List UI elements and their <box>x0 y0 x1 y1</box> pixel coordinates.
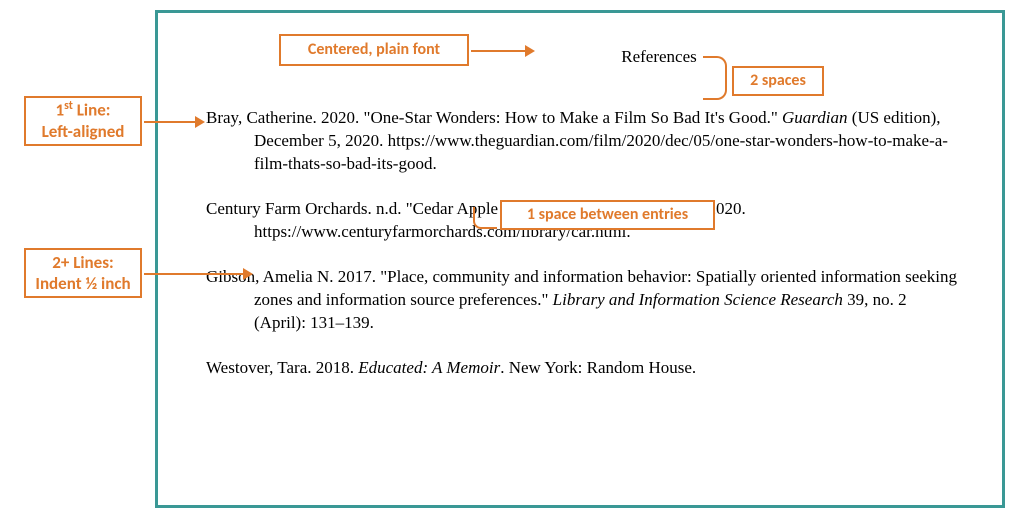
callout-text: Left-aligned <box>42 121 125 142</box>
reference-entry: Gibson, Amelia N. 2017. "Place, communit… <box>206 266 962 335</box>
arrow-icon <box>471 50 526 52</box>
callout-text: 2+ Lines: <box>52 252 113 273</box>
callout-two-spaces: 2 spaces <box>732 66 824 96</box>
bracket-icon <box>473 207 497 229</box>
reference-entry: Westover, Tara. 2018. Educated: A Memoir… <box>206 357 962 380</box>
callout-text: 1 <box>56 100 65 121</box>
reference-entries: Bray, Catherine. 2020. "One-Star Wonders… <box>206 107 962 379</box>
entry-text-pre: Westover, Tara. 2018. <box>206 358 358 377</box>
entry-text-post: . New York: Random House. <box>500 358 696 377</box>
callout-text: Indent ½ inch <box>35 273 130 294</box>
arrow-icon <box>144 273 244 275</box>
callout-text-sup: st <box>64 99 73 113</box>
callout-text: Line: <box>73 100 111 121</box>
entry-text-italic: Library and Information Science Research <box>553 290 843 309</box>
entry-text-pre: Bray, Catherine. 2020. "One-Star Wonders… <box>206 108 782 127</box>
entry-text-italic: Guardian <box>782 108 848 127</box>
callout-one-space-between: 1 space between entries <box>500 200 715 230</box>
callout-centered-plain-font: Centered, plain font <box>279 34 469 66</box>
arrow-icon <box>144 121 196 123</box>
callout-first-line-left-aligned: 1st Line: Left-aligned <box>24 96 142 146</box>
references-page-frame: References Bray, Catherine. 2020. "One-S… <box>155 10 1005 508</box>
entry-text-italic: Educated: A Memoir <box>358 358 500 377</box>
reference-entry: Bray, Catherine. 2020. "One-Star Wonders… <box>206 107 962 176</box>
bracket-icon <box>703 56 727 100</box>
callout-indent-half-inch: 2+ Lines: Indent ½ inch <box>24 248 142 298</box>
